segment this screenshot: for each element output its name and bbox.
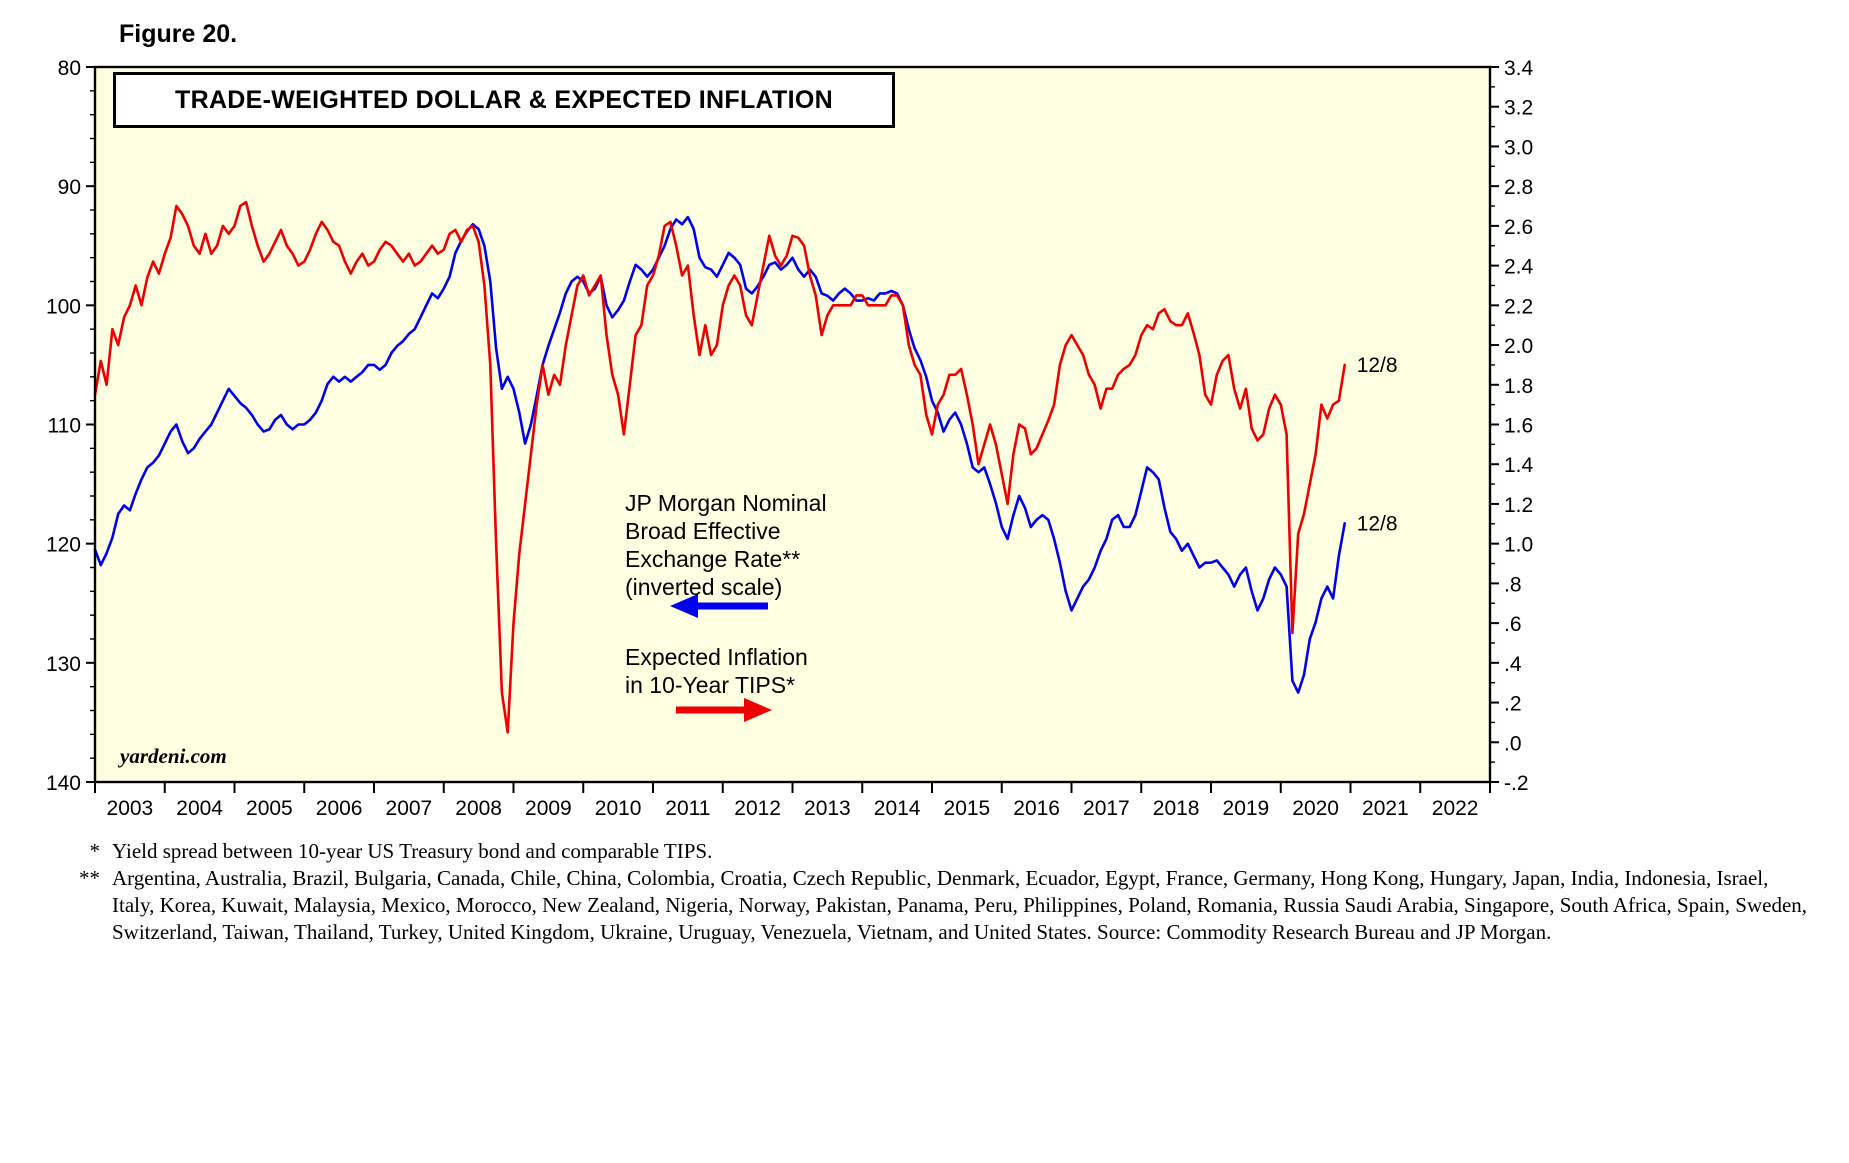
right-axis-tick-label: 1.8: [1504, 375, 1533, 398]
x-axis-year-label: 2004: [176, 797, 223, 820]
right-axis-tick-label: .2: [1504, 693, 1522, 716]
end-date-label: 12/8: [1357, 354, 1398, 377]
watermark: yardeni.com: [120, 744, 227, 768]
right-axis-tick-label: 3.2: [1504, 97, 1533, 120]
x-axis-year-label: 2005: [246, 797, 293, 820]
footnotes: * Yield spread between 10-year US Treasu…: [70, 838, 1814, 946]
legend-exchange-rate-label: JP Morgan Nominal Broad Effective Exchan…: [625, 490, 827, 600]
right-arrow-icon: [744, 698, 772, 722]
legend-inflation-label: Expected Inflation in 10-Year TIPS*: [625, 644, 808, 698]
right-axis-tick-label: .4: [1504, 653, 1522, 676]
end-date-label: 12/8: [1357, 512, 1398, 535]
right-axis-tick-label: 2.6: [1504, 216, 1533, 239]
right-axis-tick-label: .8: [1504, 573, 1522, 596]
x-axis-year-label: 2003: [107, 797, 154, 820]
left-axis-tick-label: 140: [46, 772, 81, 795]
x-axis-year-label: 2009: [525, 797, 572, 820]
right-axis-tick-label: -.2: [1504, 772, 1529, 795]
right-axis-tick-label: .6: [1504, 613, 1522, 636]
footnote-marker: **: [79, 866, 100, 890]
right-axis-tick-label: 1.4: [1504, 454, 1534, 477]
series-line-1: [93, 200, 1346, 734]
left-axis-tick-label: 110: [48, 415, 81, 438]
x-axis-year-label: 2010: [595, 797, 642, 820]
left-axis-tick-label: 80: [58, 57, 81, 80]
x-axis-year-label: 2008: [455, 797, 502, 820]
x-axis-year-label: 2016: [1013, 797, 1060, 820]
right-axis-tick-label: 3.4: [1504, 57, 1534, 80]
x-axis-year-label: 2012: [734, 797, 781, 820]
x-axis-year-label: 2011: [665, 797, 710, 820]
footnote-text: Yield spread between 10-year US Treasury…: [112, 839, 713, 863]
left-axis-tick-label: 130: [46, 653, 81, 676]
right-axis-tick-label: 1.0: [1504, 534, 1533, 557]
x-axis-year-label: 2006: [316, 797, 363, 820]
x-axis-year-label: 2020: [1292, 797, 1339, 820]
series-line-0: [93, 215, 1346, 694]
x-axis-year-label: 2013: [804, 797, 851, 820]
right-axis-tick-label: 2.4: [1504, 256, 1534, 279]
right-axis-tick-label: 3.0: [1504, 136, 1533, 159]
x-axis-year-label: 2015: [944, 797, 991, 820]
x-axis-year-label: 2018: [1153, 797, 1200, 820]
plot-background: [95, 67, 1490, 782]
x-axis-year-label: 2019: [1223, 797, 1270, 820]
right-axis-tick-label: 2.0: [1504, 335, 1533, 358]
left-arrow-icon: [670, 594, 698, 618]
footnote-row: ** Argentina, Australia, Brazil, Bulgari…: [70, 865, 1814, 946]
x-axis-year-label: 2007: [386, 797, 433, 820]
right-axis-tick-label: 2.2: [1504, 295, 1533, 318]
right-axis-tick-label: .0: [1504, 732, 1522, 755]
left-axis-tick-label: 90: [58, 176, 81, 199]
x-axis-year-label: 2017: [1083, 797, 1130, 820]
right-axis-tick-label: 1.6: [1504, 415, 1533, 438]
left-axis-tick-label: 120: [46, 534, 81, 557]
footnote-marker: *: [89, 839, 101, 863]
x-axis-year-label: 2022: [1432, 797, 1479, 820]
chart-title: TRADE-WEIGHTED DOLLAR & EXPECTED INFLATI…: [175, 85, 833, 114]
figure-label: Figure 20.: [119, 20, 238, 48]
footnote-text: Argentina, Australia, Brazil, Bulgaria, …: [112, 866, 1808, 944]
footnote-row: * Yield spread between 10-year US Treasu…: [70, 838, 1814, 865]
chart-title-box: TRADE-WEIGHTED DOLLAR & EXPECTED INFLATI…: [113, 72, 895, 128]
x-axis-year-label: 2014: [874, 797, 921, 820]
left-axis-tick-label: 100: [46, 295, 81, 318]
x-axis-year-label: 2021: [1362, 797, 1409, 820]
right-axis-tick-label: 1.2: [1504, 494, 1533, 517]
right-axis-tick-label: 2.8: [1504, 176, 1533, 199]
